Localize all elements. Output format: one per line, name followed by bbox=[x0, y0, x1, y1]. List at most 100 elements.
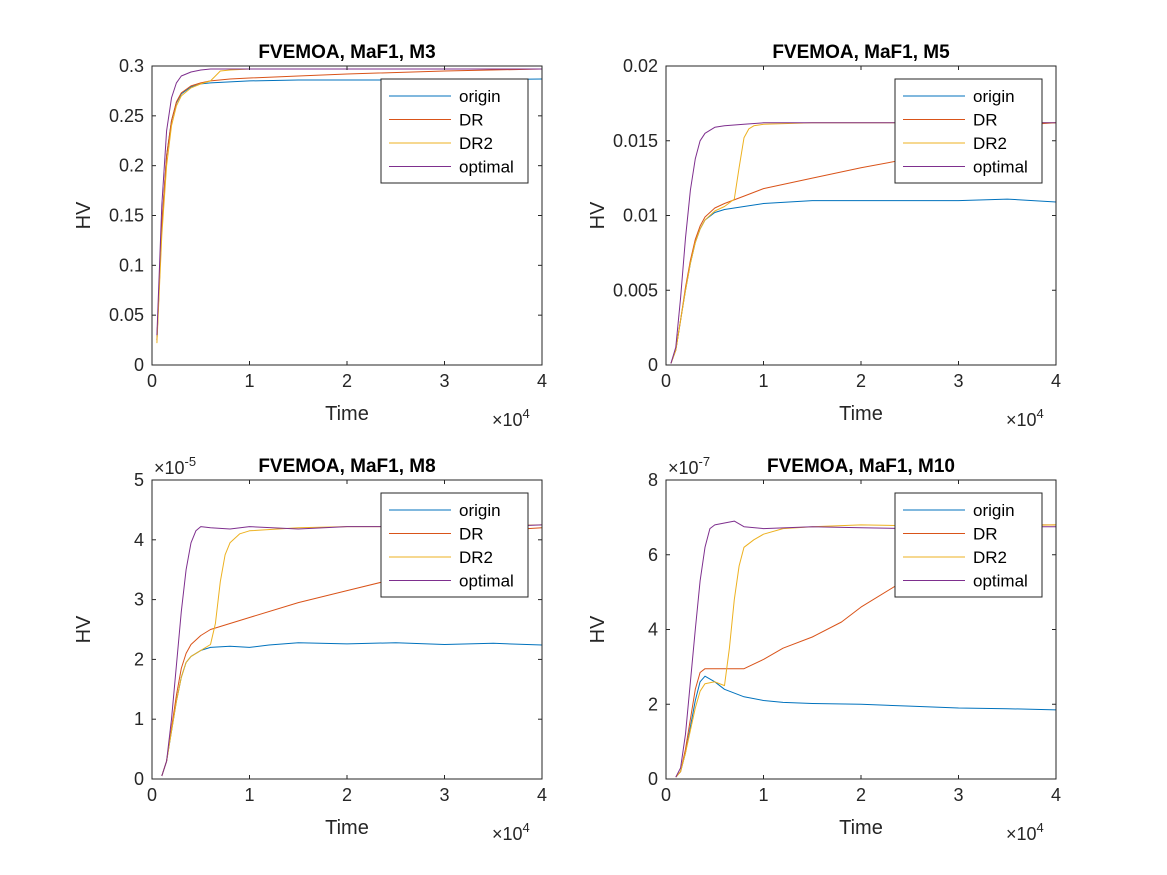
x-tick-label: 2 bbox=[342, 371, 352, 391]
x-tick-label: 1 bbox=[244, 371, 254, 391]
x-exponent-base: ×10 bbox=[1006, 410, 1037, 430]
x-exponent-power: 4 bbox=[1037, 820, 1044, 835]
y-exponent-power: -5 bbox=[185, 454, 197, 469]
x-tick-label: 4 bbox=[537, 371, 547, 391]
y-exponent-label: ×10-5 bbox=[154, 454, 196, 478]
y-tick-label: 5 bbox=[134, 470, 144, 490]
x-exponent-label: ×104 bbox=[492, 820, 530, 844]
x-tick-label: 0 bbox=[147, 785, 157, 805]
x-axis-label: Time bbox=[325, 403, 369, 425]
x-tick-label: 2 bbox=[856, 785, 866, 805]
x-exponent-base: ×10 bbox=[492, 824, 523, 844]
x-tick-label: 3 bbox=[953, 371, 963, 391]
series-line-origin bbox=[675, 675, 1056, 778]
x-tick-label: 3 bbox=[953, 785, 963, 805]
y-axis-label: HV bbox=[73, 615, 95, 643]
chart-title: FVEMOA, MaF1, M5 bbox=[772, 42, 950, 63]
legend-label-origin: origin bbox=[459, 87, 501, 106]
y-tick-label: 0 bbox=[134, 355, 144, 375]
y-exponent-power: -7 bbox=[699, 454, 711, 469]
series-line-optimal bbox=[156, 68, 542, 336]
y-tick-label: 4 bbox=[648, 620, 658, 640]
subplot-2: 0 1 2 3 4 0 0.005 0.01 0.015 0.02 FVEMOA, MaF1, M5… bbox=[587, 42, 1061, 430]
legend: origin DR DR2 optimal bbox=[380, 78, 529, 184]
x-tick-label: 3 bbox=[439, 371, 449, 391]
legend-label-dr: DR bbox=[459, 111, 484, 130]
legend-label-dr2: DR2 bbox=[973, 548, 1007, 567]
y-axis-label: HV bbox=[587, 201, 609, 229]
legend-label-dr: DR bbox=[973, 525, 998, 544]
subplot-1: 0 1 2 3 4 0 0.05 0.1 0.15 0.2 0.25 0.3 FVEMOA, MaF1,… bbox=[73, 42, 547, 430]
x-exponent-base: ×10 bbox=[492, 410, 523, 430]
y-tick-label: 0.01 bbox=[623, 206, 658, 226]
y-axis-label: HV bbox=[587, 615, 609, 643]
legend-label-optimal: optimal bbox=[459, 158, 514, 177]
x-tick-label: 4 bbox=[537, 785, 547, 805]
legend-label-origin: origin bbox=[973, 501, 1015, 520]
series-line-origin bbox=[670, 198, 1056, 364]
x-tick-label: 3 bbox=[439, 785, 449, 805]
y-tick-label: 4 bbox=[134, 530, 144, 550]
y-tick-label: 2 bbox=[648, 694, 658, 714]
y-tick-label: 0 bbox=[648, 355, 658, 375]
x-exponent-label: ×104 bbox=[1006, 406, 1044, 430]
legend-label-optimal: optimal bbox=[973, 572, 1028, 591]
legend-label-optimal: optimal bbox=[459, 572, 514, 591]
x-tick-label: 4 bbox=[1051, 785, 1061, 805]
legend: origin DR DR2 optimal bbox=[894, 492, 1043, 598]
y-tick-label: 1 bbox=[134, 709, 144, 729]
x-tick-label: 0 bbox=[661, 785, 671, 805]
legend-label-dr: DR bbox=[973, 111, 998, 130]
chart-title: FVEMOA, MaF1, M3 bbox=[258, 42, 435, 63]
x-exponent-power: 4 bbox=[1037, 406, 1044, 421]
y-tick-label: 0.3 bbox=[119, 56, 144, 76]
x-tick-label: 1 bbox=[244, 785, 254, 805]
y-tick-label: 0.2 bbox=[119, 156, 144, 176]
y-exponent-base: ×10 bbox=[668, 458, 699, 478]
x-axis-label: Time bbox=[325, 817, 369, 839]
y-tick-label: 0.02 bbox=[623, 56, 658, 76]
y-tick-label: 3 bbox=[134, 590, 144, 610]
legend-label-origin: origin bbox=[973, 87, 1015, 106]
legend-label-dr2: DR2 bbox=[973, 134, 1007, 153]
y-exponent-label: ×10-7 bbox=[668, 454, 710, 478]
y-tick-label: 0.05 bbox=[109, 305, 144, 325]
x-exponent-base: ×10 bbox=[1006, 824, 1037, 844]
legend: origin DR DR2 optimal bbox=[380, 492, 529, 598]
legend-label-optimal: optimal bbox=[973, 158, 1028, 177]
series-line-dr2 bbox=[161, 524, 542, 777]
x-exponent-power: 4 bbox=[523, 406, 530, 421]
y-tick-label: 0.25 bbox=[109, 106, 144, 126]
y-tick-label: 6 bbox=[648, 545, 658, 565]
x-exponent-label: ×104 bbox=[492, 406, 530, 430]
x-tick-label: 2 bbox=[856, 371, 866, 391]
x-tick-label: 2 bbox=[342, 785, 352, 805]
y-tick-label: 2 bbox=[134, 649, 144, 669]
y-tick-label: 0.015 bbox=[613, 131, 658, 151]
y-axis-label: HV bbox=[73, 201, 95, 229]
chart-title: FVEMOA, MaF1, M8 bbox=[258, 456, 435, 477]
x-tick-label: 4 bbox=[1051, 371, 1061, 391]
x-tick-label: 0 bbox=[661, 371, 671, 391]
x-tick-label: 1 bbox=[758, 785, 768, 805]
x-axis-label: Time bbox=[839, 817, 883, 839]
series-line-optimal bbox=[670, 122, 1056, 364]
legend-label-origin: origin bbox=[459, 501, 501, 520]
y-tick-label: 0.15 bbox=[109, 206, 144, 226]
x-exponent-label: ×104 bbox=[1006, 820, 1044, 844]
y-tick-label: 0.1 bbox=[119, 255, 144, 275]
y-tick-label: 0 bbox=[134, 769, 144, 789]
series-line-origin bbox=[161, 642, 542, 777]
legend-label-dr2: DR2 bbox=[459, 134, 493, 153]
y-tick-label: 0.005 bbox=[613, 280, 658, 300]
chart-title: FVEMOA, MaF1, M10 bbox=[767, 456, 955, 477]
y-tick-label: 0 bbox=[648, 769, 658, 789]
legend-label-dr: DR bbox=[459, 525, 484, 544]
series-line-dr bbox=[156, 68, 542, 341]
y-exponent-base: ×10 bbox=[154, 458, 185, 478]
x-exponent-power: 4 bbox=[523, 820, 530, 835]
y-tick-label: 8 bbox=[648, 470, 658, 490]
